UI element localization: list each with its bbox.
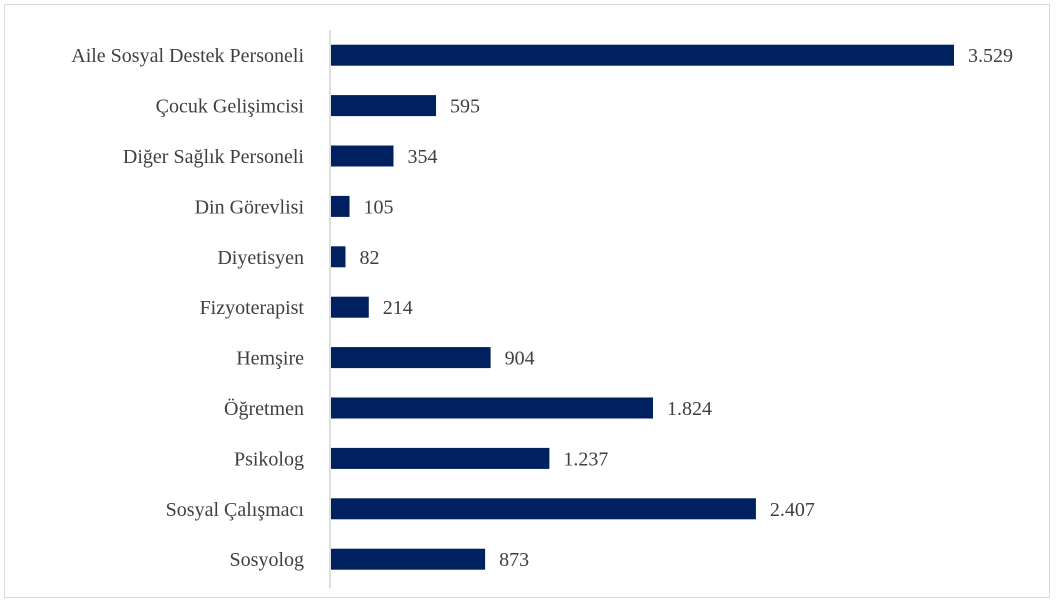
bar-hemsire (331, 347, 491, 369)
value-label-diyetisyen: 82 (359, 247, 379, 269)
bars-layer (331, 44, 954, 570)
value-label-din-gorevlisi: 105 (364, 196, 394, 218)
category-label-fizyoterapist: Fizyoterapist (200, 297, 305, 319)
bar-diger-saglik-personeli (331, 145, 394, 167)
bar-cocuk-gelisimcisi (331, 95, 437, 117)
bar-aile-sosyal-destek-personeli (331, 44, 954, 66)
value-label-fizyoterapist: 214 (383, 297, 413, 319)
bar-din-gorevlisi (331, 195, 350, 217)
category-label-din-gorevlisi: Din Görevlisi (195, 196, 305, 218)
bar-diyetisyen (331, 246, 346, 268)
bar-psikolog (331, 447, 550, 469)
category-label-cocuk-gelisimcisi: Çocuk Gelişimcisi (156, 96, 305, 118)
value-label-sosyolog: 873 (499, 549, 529, 571)
value-label-cocuk-gelisimcisi: 595 (450, 96, 480, 118)
value-label-diger-saglik-personeli: 354 (407, 146, 437, 168)
category-label-diger-saglik-personeli: Diğer Sağlık Personeli (123, 146, 305, 168)
category-label-aile-sosyal-destek-personeli: Aile Sosyal Destek Personeli (71, 45, 304, 67)
value-label-aile-sosyal-destek-personeli: 3.529 (968, 45, 1013, 67)
value-label-ogretmen: 1.824 (667, 398, 712, 420)
category-label-psikolog: Psikolog (234, 448, 304, 470)
bar-ogretmen (331, 397, 654, 419)
category-label-sosyolog: Sosyolog (230, 549, 304, 571)
category-label-diyetisyen: Diyetisyen (217, 247, 304, 269)
value-label-sosyal-calismaci: 2.407 (770, 499, 815, 521)
value-label-hemsire: 904 (505, 348, 535, 370)
category-label-hemsire: Hemşire (236, 348, 304, 370)
bar-sosyolog (331, 548, 486, 570)
category-label-sosyal-calismaci: Sosyal Çalışmacı (166, 499, 305, 521)
category-label-ogretmen: Öğretmen (224, 397, 304, 420)
value-label-psikolog: 1.237 (563, 448, 608, 470)
labels-layer: Aile Sosyal Destek Personeli 3.529 Çocuk G… (71, 45, 1013, 571)
bar-fizyoterapist (331, 296, 369, 318)
bar-sosyal-calismaci (331, 498, 756, 520)
